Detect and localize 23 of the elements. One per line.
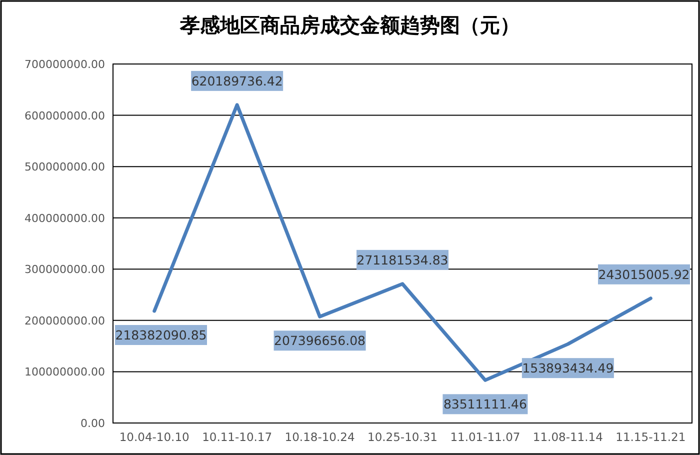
y-tick-label: 600000000.00 [24,109,105,122]
x-tick-label: 10.11-10.17 [202,430,272,444]
y-tick-label: 200000000.00 [24,314,105,328]
data-label: 83511111.46 [443,396,528,412]
y-tick-label: 500000000.00 [24,160,105,174]
y-tick-label: 300000000.00 [24,263,105,276]
data-label: 218382090.85 [115,328,207,342]
data-label: 153893434.49 [522,360,614,376]
y-tick-label: 0.00 [80,417,105,430]
data-label: 271181534.83 [356,252,448,268]
x-tick-label: 10.18-10.24 [284,430,355,444]
x-tick-label: 11.15-11.21 [616,430,686,444]
data-label: 207396656.08 [274,333,366,348]
x-tick-label: 10.25-10.31 [368,430,438,444]
chart-title: 孝感地区商品房成交金额趋势图（元） [179,13,520,37]
data-label: 620189736.42 [191,73,283,88]
y-tick-label: 400000000.00 [24,212,105,225]
x-tick-label: 10.04-10.10 [119,430,190,444]
x-tick-label: 11.01-11.07 [450,430,520,444]
y-tick-label: 100000000.00 [24,366,105,379]
y-tick-label: 700000000.00 [24,58,105,71]
data-label: 243015005.92 [598,266,690,282]
x-tick-label: 11.08-11.14 [532,430,603,444]
